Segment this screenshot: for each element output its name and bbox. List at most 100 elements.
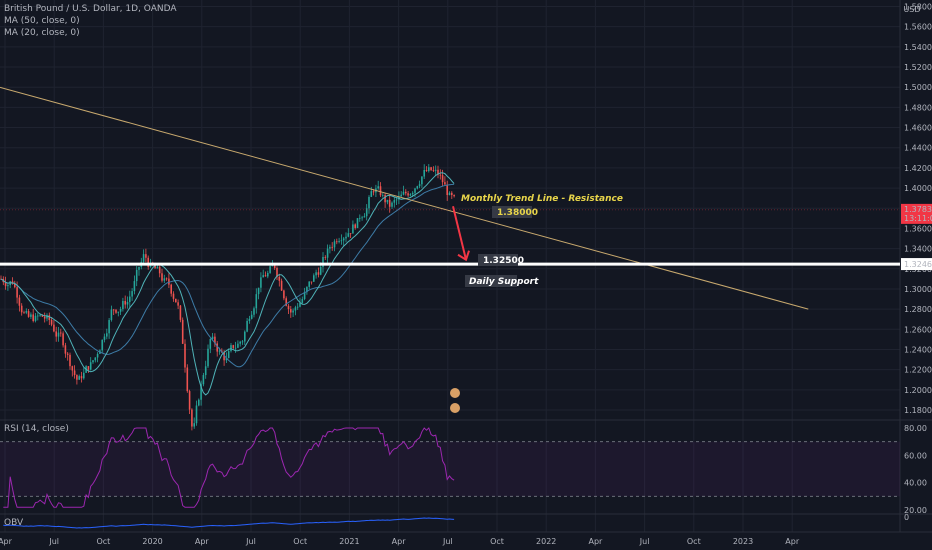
candle-body bbox=[363, 216, 366, 218]
candle-body bbox=[170, 284, 172, 294]
price-tick-label: 1.58000 bbox=[904, 3, 932, 12]
candle-body bbox=[345, 236, 347, 239]
candle-body bbox=[145, 254, 147, 258]
candle-body bbox=[73, 370, 76, 376]
candle-body bbox=[122, 301, 124, 309]
candle-body bbox=[441, 175, 444, 183]
time-tick-label: 2020 bbox=[142, 537, 162, 546]
candle-body bbox=[165, 278, 168, 280]
rsi-line bbox=[3, 427, 455, 508]
candle-body bbox=[156, 266, 159, 269]
grid bbox=[0, 0, 900, 532]
ma50-legend[interactable]: MA (50, close, 0) bbox=[4, 16, 80, 26]
candle-body bbox=[209, 339, 212, 349]
candle-body bbox=[101, 339, 103, 351]
rsi-tick-label: 20.00 bbox=[904, 506, 927, 515]
time-tick-label: Jul bbox=[245, 537, 256, 546]
obv-tick-label: 0 bbox=[904, 513, 909, 522]
candle-body bbox=[133, 281, 136, 292]
time-axis[interactable]: Apr Jul Oct 2020 Apr Jul Oct 2021 Apr Jul Oct 2022 A… bbox=[0, 537, 800, 546]
candle-body bbox=[78, 376, 80, 380]
price-tick-label: 1.52000 bbox=[904, 63, 932, 72]
candle-body bbox=[87, 366, 90, 370]
candle-body bbox=[273, 264, 276, 268]
symbol-legend[interactable]: British Pound / U.S. Dollar, 1D, OANDA bbox=[4, 4, 177, 14]
rsi-band bbox=[0, 441, 900, 497]
candle-body bbox=[225, 357, 228, 361]
candle-body bbox=[269, 266, 271, 273]
current-price-value: 1.37839 bbox=[904, 205, 932, 214]
drawings[interactable]: Monthly Trend Line - Resistance 1.38000 1.… bbox=[0, 86, 900, 413]
candle-body bbox=[372, 191, 375, 193]
candle-body bbox=[342, 238, 345, 241]
candle-body bbox=[262, 275, 264, 278]
candle-body bbox=[423, 169, 425, 177]
candle-body bbox=[319, 266, 322, 275]
candle-body bbox=[386, 199, 389, 203]
candle-body bbox=[83, 372, 85, 379]
candle-body bbox=[131, 291, 133, 297]
candle-body bbox=[324, 256, 327, 258]
candle-body bbox=[430, 167, 432, 171]
candle-body bbox=[223, 352, 225, 361]
candle-body bbox=[7, 285, 9, 287]
support-annotation-bg bbox=[465, 275, 517, 287]
candle-body bbox=[444, 182, 446, 185]
price-annotation-bg bbox=[478, 254, 518, 266]
candle-body bbox=[184, 343, 186, 368]
time-tick-label: Apr bbox=[588, 537, 603, 546]
ma-line bbox=[0, 183, 455, 368]
candle-body bbox=[14, 283, 16, 288]
candle-body bbox=[267, 272, 269, 277]
candle-body bbox=[18, 297, 21, 306]
price-tick-label: 1.34000 bbox=[904, 245, 932, 254]
candle-body bbox=[340, 240, 343, 242]
candle-body bbox=[46, 315, 48, 319]
candles bbox=[0, 164, 455, 431]
candle-body bbox=[23, 312, 25, 314]
candle-body bbox=[30, 314, 32, 317]
obv-line bbox=[3, 517, 455, 529]
candle-body bbox=[434, 169, 437, 171]
candle-body bbox=[172, 293, 175, 299]
obv-legend[interactable]: OBV bbox=[4, 518, 24, 528]
candle-body bbox=[439, 174, 442, 176]
candle-body bbox=[276, 267, 278, 277]
price-tick-label: 1.26000 bbox=[904, 325, 932, 334]
candle-body bbox=[294, 307, 297, 311]
bar-countdown: 13:11:02 bbox=[904, 214, 932, 223]
candle-body bbox=[347, 233, 350, 237]
event-marker-icon bbox=[450, 388, 460, 398]
candle-body bbox=[349, 233, 352, 235]
time-tick-label: Apr bbox=[0, 537, 13, 546]
candle-body bbox=[246, 320, 248, 332]
candle-body bbox=[400, 194, 402, 197]
trendline bbox=[0, 86, 809, 310]
ma20-legend[interactable]: MA (20, close, 0) bbox=[4, 28, 80, 38]
price-tick-label: 1.22000 bbox=[904, 366, 932, 375]
time-tick-label: Oct bbox=[490, 537, 504, 546]
candle-body bbox=[432, 170, 435, 171]
price-tick-label: 1.36000 bbox=[904, 224, 932, 233]
obv-pane: 0 bbox=[3, 513, 909, 529]
candle-body bbox=[124, 301, 126, 305]
candle-body bbox=[106, 333, 108, 337]
candle-body bbox=[283, 290, 285, 299]
candle-body bbox=[405, 191, 407, 194]
candle-body bbox=[451, 192, 453, 195]
candle-body bbox=[264, 275, 267, 277]
time-tick-label: Apr bbox=[195, 537, 210, 546]
trendline-annotation: Monthly Trend Line - Resistance bbox=[461, 194, 623, 204]
candle-body bbox=[39, 314, 41, 316]
time-tick-label: Jul bbox=[639, 537, 650, 546]
candle-body bbox=[370, 191, 373, 197]
rsi-legend[interactable]: RSI (14, close) bbox=[4, 424, 69, 434]
candle-body bbox=[198, 399, 200, 406]
ma-line bbox=[0, 172, 455, 396]
candle-body bbox=[414, 188, 416, 193]
price-axis[interactable]: 1.58000 1.56000 1.54000 1.52000 1.50000 1.480… bbox=[901, 3, 932, 416]
price-tick-label: 1.48000 bbox=[904, 103, 932, 112]
time-tick-label: 2023 bbox=[733, 537, 753, 546]
candle-body bbox=[110, 309, 113, 321]
